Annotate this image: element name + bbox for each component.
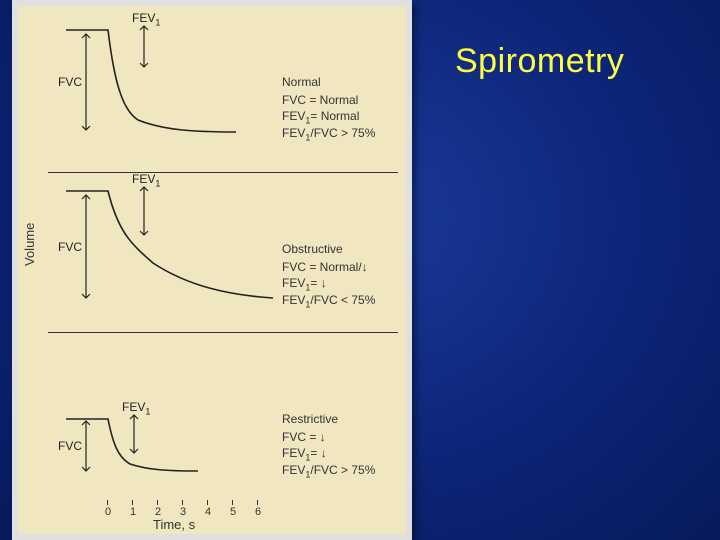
desc-line-normal-2: FEV1/FVC > 75%	[282, 125, 392, 141]
desc-title-obstructive: Obstructive	[282, 241, 392, 257]
x-tick-2: 2	[153, 506, 163, 518]
desc-line-normal-0: FVC = Normal	[282, 92, 392, 108]
desc-title-normal: Normal	[282, 74, 392, 90]
panel-obstructive: FVC FEV1 Obstructive FVC = Normal/↓FEV1=…	[48, 172, 398, 332]
desc-obstructive: Obstructive FVC = Normal/↓FEV1= ↓FEV1/FV…	[282, 241, 392, 308]
panel-normal: FVC FEV1 Normal FVC = NormalFEV1= Normal…	[48, 12, 398, 172]
panel-restrictive: FVC FEV1 Restrictive FVC = ↓FEV1= ↓FEV1/…	[48, 332, 398, 492]
y-axis-label: Volume	[22, 223, 37, 266]
x-tick-3: 3	[178, 506, 188, 518]
fvc-label-restrictive: FVC	[58, 439, 82, 453]
curve-restrictive	[58, 333, 278, 493]
desc-line-normal-1: FEV1= Normal	[282, 108, 392, 124]
x-tick-5: 5	[228, 506, 238, 518]
fev1-label-normal: FEV1	[132, 11, 160, 25]
curve-obstructive	[58, 173, 278, 333]
desc-line-obstructive-0: FVC = Normal/↓	[282, 259, 392, 275]
desc-line-obstructive-2: FEV1/FVC < 75%	[282, 292, 392, 308]
spirometry-figure: Volume Time, s FVC FEV1 Normal FVC = Nor…	[18, 6, 406, 534]
desc-restrictive: Restrictive FVC = ↓FEV1= ↓FEV1/FVC > 75%	[282, 411, 392, 478]
x-axis-ticks: 0 1 2 3 4 5 6	[58, 498, 388, 518]
x-tick-1: 1	[128, 506, 138, 518]
slide-root: Spirometry Volume Time, s FVC FEV1	[0, 0, 720, 540]
x-axis-label: Time, s	[153, 517, 195, 532]
x-tick-4: 4	[203, 506, 213, 518]
desc-normal: Normal FVC = NormalFEV1= NormalFEV1/FVC …	[282, 74, 392, 141]
desc-line-obstructive-1: FEV1= ↓	[282, 275, 392, 291]
x-tick-0: 0	[103, 506, 113, 518]
fev1-label-restrictive: FEV1	[122, 400, 150, 414]
fvc-label-normal: FVC	[58, 75, 82, 89]
desc-line-restrictive-1: FEV1= ↓	[282, 445, 392, 461]
panel-stack: FVC FEV1 Normal FVC = NormalFEV1= Normal…	[48, 12, 398, 492]
fev1-label-obstructive: FEV1	[132, 172, 160, 186]
slide-title: Spirometry	[455, 42, 624, 81]
desc-line-restrictive-2: FEV1/FVC > 75%	[282, 462, 392, 478]
x-tick-6: 6	[253, 506, 263, 518]
desc-title-restrictive: Restrictive	[282, 411, 392, 427]
figure-mount: Volume Time, s FVC FEV1 Normal FVC = Nor…	[12, 0, 412, 540]
fvc-label-obstructive: FVC	[58, 240, 82, 254]
desc-line-restrictive-0: FVC = ↓	[282, 429, 392, 445]
curve-normal	[58, 12, 278, 172]
